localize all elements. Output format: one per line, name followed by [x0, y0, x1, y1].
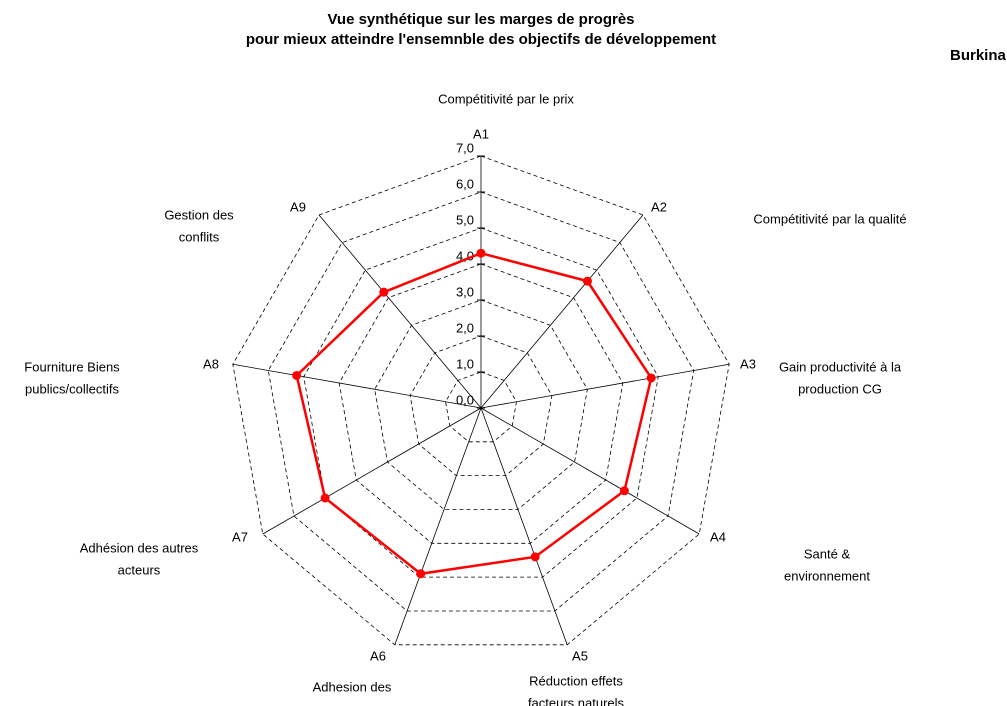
- category-description: Adhesion des: [313, 679, 392, 694]
- data-point: [530, 552, 540, 562]
- y-tick-label: 2,0: [456, 320, 474, 335]
- axis-line: [318, 214, 482, 409]
- category-description: Réduction effets: [529, 673, 623, 688]
- category-description: production CG: [798, 381, 882, 396]
- category-description: Gestion des: [164, 207, 234, 222]
- data-point: [619, 486, 629, 496]
- y-tick-label: 6,0: [456, 176, 474, 191]
- category-label: A3: [740, 356, 756, 371]
- grid-line: [374, 299, 588, 510]
- grid-line: [267, 191, 695, 612]
- data-point: [582, 276, 592, 286]
- category-description: facteurs naturels: [528, 695, 625, 706]
- category-description: Gain productivité à la: [779, 359, 902, 374]
- y-tick-label: 7,0: [456, 140, 474, 155]
- chart-subtitle: Burkina: [950, 47, 1007, 64]
- category-label: A9: [290, 199, 306, 214]
- category-label: A4: [710, 529, 726, 544]
- y-tick-label: 1,0: [456, 356, 474, 371]
- category-label: A2: [651, 199, 667, 214]
- category-description: Compétitivité par la qualité: [753, 211, 906, 226]
- axis-line: [262, 407, 482, 535]
- series-line: [295, 251, 653, 576]
- category-description: Santé &: [804, 546, 851, 561]
- y-tick-label: 0,0: [456, 392, 474, 407]
- axis-line: [480, 407, 568, 645]
- chart-title: Vue synthétique sur les marges de progrè…: [327, 11, 634, 28]
- category-label: A7: [232, 529, 248, 544]
- category-description: conflits: [179, 229, 220, 244]
- data-point: [646, 373, 656, 383]
- data-point: [379, 287, 389, 297]
- category-label: A6: [370, 648, 386, 663]
- grid-line: [303, 227, 659, 578]
- grid-line: [409, 335, 553, 477]
- y-tick-label: 3,0: [456, 284, 474, 299]
- grid-line: [338, 263, 624, 544]
- category-label: A1: [473, 126, 489, 141]
- category-description: environnement: [784, 568, 870, 583]
- category-description: acteurs: [118, 562, 161, 577]
- chart-title: pour mieux atteindre l'ensemnble des obj…: [246, 31, 716, 48]
- axis-line: [480, 363, 730, 409]
- category-label: A5: [572, 648, 588, 663]
- data-point: [320, 493, 330, 503]
- axis-line: [480, 214, 644, 409]
- data-point: [416, 569, 426, 579]
- grid-line: [445, 371, 517, 443]
- data-point: [476, 248, 486, 258]
- category-description: Fourniture Biens: [24, 359, 120, 374]
- category-description: Adhésion des autres: [80, 540, 199, 555]
- data-point: [292, 370, 302, 380]
- y-tick-label: 4,0: [456, 248, 474, 263]
- axis-line: [394, 407, 482, 645]
- category-description: Compétitivité par le prix: [438, 91, 574, 106]
- axis-line: [232, 363, 482, 409]
- y-tick-label: 5,0: [456, 212, 474, 227]
- category-description: publics/collectifs: [25, 381, 119, 396]
- axis-line: [480, 407, 700, 535]
- category-label: A8: [203, 356, 219, 371]
